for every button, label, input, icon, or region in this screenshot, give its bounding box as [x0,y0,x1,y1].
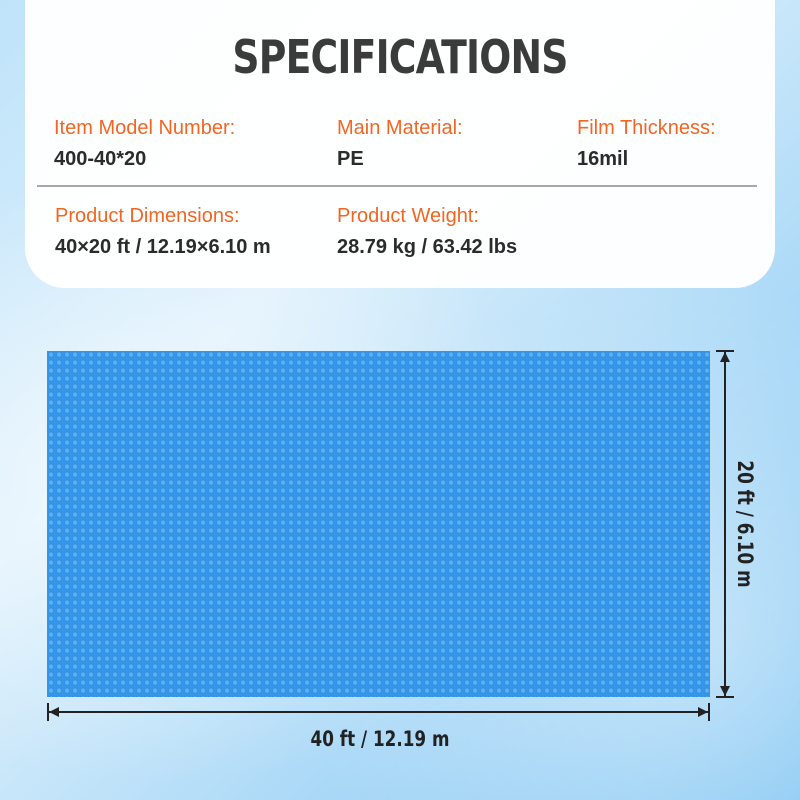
height-tick-top [716,350,734,352]
spec-value: 16mil [577,148,629,170]
spec-label: Item Model Number: [54,117,236,139]
width-label: 40 ft / 12.19 m [310,727,450,751]
spec-value: 400-40*20 [54,148,147,170]
height-label: 20 ft / 6.10 m [733,460,757,588]
spec-value: PE [337,148,364,170]
spec-value: 40×20 ft / 12.19×6.10 m [55,236,271,258]
arrow-right-icon [698,707,708,717]
spec-model-number: Item Model Number: 400-40*20 [54,117,235,171]
height-dimension-line [724,351,726,697]
spec-product-weight: Product Weight: 28.79 kg / 63.42 lbs [337,205,517,259]
divider [37,185,757,187]
width-tick-right [708,703,710,721]
spec-label: Product Weight: [337,205,479,227]
height-tick-bottom [716,696,734,698]
arrow-down-icon [720,686,730,696]
spec-label: Product Dimensions: [55,205,240,227]
specifications-card [25,0,775,288]
page-title: SPECIFICATIONS [232,30,568,84]
width-tick-left [47,703,49,721]
spec-value: 28.79 kg / 63.42 lbs [337,236,518,258]
width-dimension-line [47,711,710,713]
spec-film-thickness: Film Thickness: 16mil [577,117,716,171]
spec-label: Main Material: [337,117,463,139]
arrow-up-icon [720,352,730,362]
spec-label: Film Thickness: [577,117,716,139]
spec-product-dimensions: Product Dimensions: 40×20 ft / 12.19×6.1… [55,205,271,259]
arrow-left-icon [49,707,59,717]
pool-cover-image [47,351,710,697]
spec-main-material: Main Material: PE [337,117,463,171]
